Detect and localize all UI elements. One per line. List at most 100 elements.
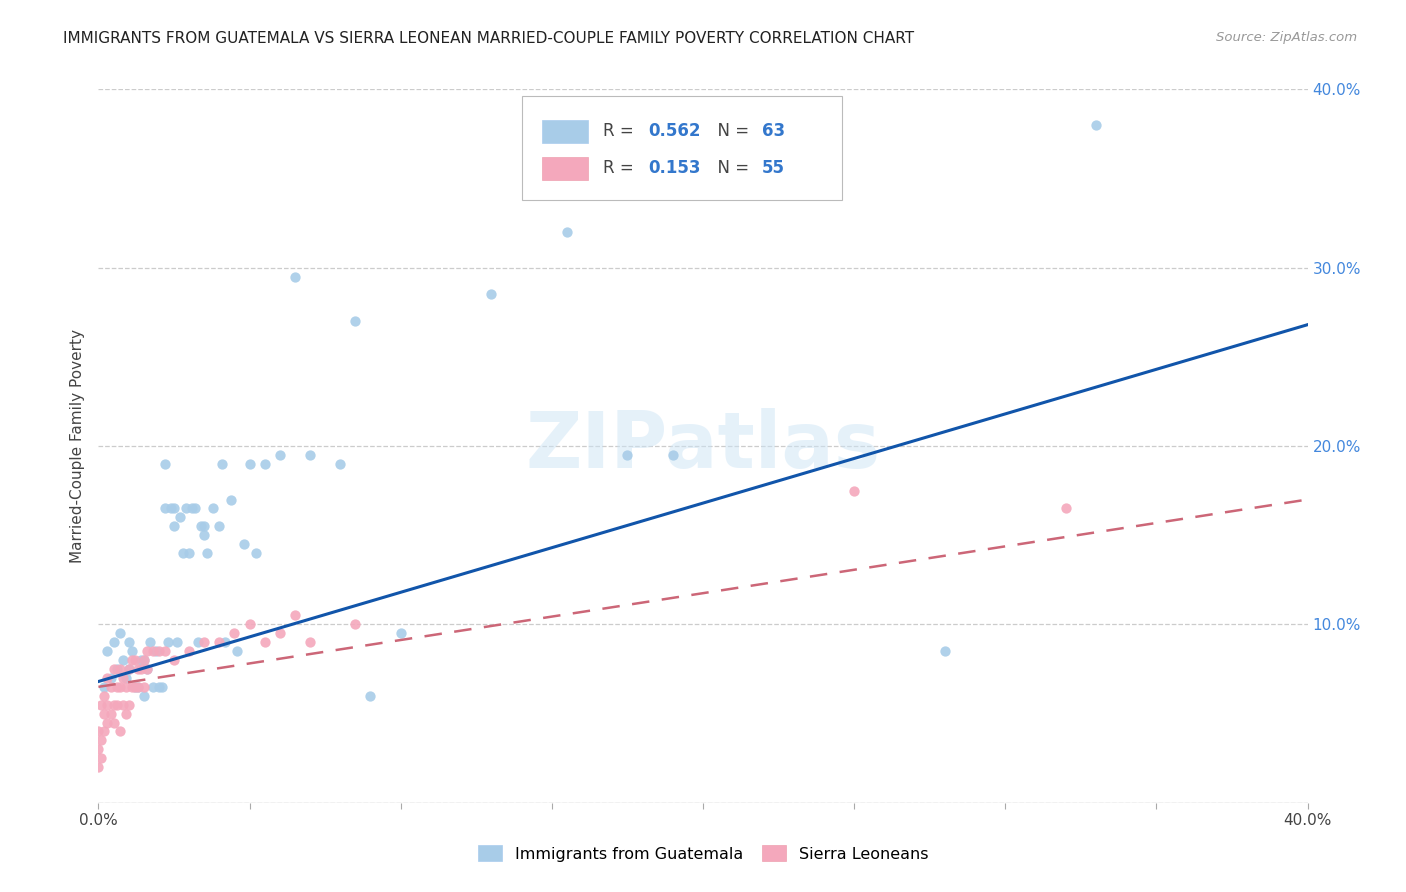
Point: [329, 457, 352, 471]
Point: [127, 680, 149, 694]
Point: [87, 724, 110, 739]
FancyBboxPatch shape: [543, 157, 588, 180]
Point: [105, 680, 128, 694]
Point: [269, 626, 291, 640]
Point: [114, 706, 136, 721]
Point: [127, 680, 149, 694]
Point: [166, 635, 188, 649]
Point: [187, 635, 209, 649]
Point: [179, 546, 201, 560]
Text: IMMIGRANTS FROM GUATEMALA VS SIERRA LEONEAN MARRIED-COUPLE FAMILY POVERTY CORREL: IMMIGRANTS FROM GUATEMALA VS SIERRA LEON…: [63, 31, 914, 46]
Point: [129, 662, 152, 676]
Point: [193, 528, 215, 542]
Point: [114, 680, 136, 694]
Point: [202, 501, 225, 516]
Point: [121, 653, 143, 667]
Point: [211, 457, 233, 471]
Point: [172, 546, 194, 560]
Point: [284, 608, 307, 623]
Point: [93, 689, 115, 703]
FancyBboxPatch shape: [522, 96, 842, 200]
Point: [195, 546, 218, 560]
Point: [87, 742, 110, 756]
Point: [139, 635, 162, 649]
Point: [184, 501, 207, 516]
Point: [245, 546, 267, 560]
Point: [103, 698, 125, 712]
Point: [96, 644, 118, 658]
Point: [108, 724, 131, 739]
Point: [105, 662, 128, 676]
Point: [163, 501, 186, 516]
Point: [153, 644, 176, 658]
Point: [129, 653, 152, 667]
Point: [181, 501, 204, 516]
Point: [93, 724, 115, 739]
Text: N =: N =: [707, 159, 754, 177]
Point: [90, 733, 112, 747]
Point: [163, 653, 186, 667]
Point: [96, 715, 118, 730]
Point: [148, 680, 170, 694]
Point: [555, 225, 578, 239]
Point: [121, 680, 143, 694]
Point: [90, 751, 112, 765]
Point: [389, 626, 412, 640]
Point: [253, 457, 276, 471]
Point: [124, 680, 146, 694]
Point: [93, 706, 115, 721]
Point: [118, 662, 141, 676]
Point: [360, 689, 382, 703]
Point: [148, 644, 170, 658]
Point: [124, 680, 146, 694]
Point: [208, 635, 231, 649]
Point: [111, 653, 134, 667]
Point: [299, 635, 322, 649]
Point: [114, 671, 136, 685]
Text: N =: N =: [707, 121, 754, 139]
Text: 63: 63: [762, 121, 786, 139]
Point: [193, 519, 215, 533]
Point: [108, 680, 131, 694]
Text: R =: R =: [603, 159, 638, 177]
Point: [103, 715, 125, 730]
Point: [190, 519, 212, 533]
Point: [239, 617, 262, 632]
Point: [142, 644, 165, 658]
Point: [344, 314, 367, 328]
Point: [96, 671, 118, 685]
Point: [193, 635, 215, 649]
Text: Source: ZipAtlas.com: Source: ZipAtlas.com: [1216, 31, 1357, 45]
Point: [299, 448, 322, 462]
Point: [160, 501, 183, 516]
Point: [224, 626, 246, 640]
Point: [284, 269, 307, 284]
Point: [253, 635, 276, 649]
Point: [208, 519, 231, 533]
Point: [135, 662, 157, 676]
Point: [1085, 118, 1108, 132]
Point: [142, 680, 165, 694]
Point: [661, 448, 683, 462]
Point: [145, 644, 167, 658]
Point: [132, 689, 155, 703]
Text: 55: 55: [762, 159, 785, 177]
Point: [124, 653, 146, 667]
Point: [132, 653, 155, 667]
Point: [934, 644, 956, 658]
Point: [132, 680, 155, 694]
Y-axis label: Married-Couple Family Poverty: Married-Couple Family Poverty: [69, 329, 84, 563]
Point: [174, 501, 197, 516]
Point: [135, 662, 157, 676]
Point: [108, 626, 131, 640]
Point: [108, 662, 131, 676]
Text: ZIPatlas: ZIPatlas: [526, 408, 880, 484]
FancyBboxPatch shape: [543, 120, 588, 143]
Point: [90, 698, 112, 712]
Point: [221, 492, 243, 507]
Point: [121, 644, 143, 658]
Point: [132, 653, 155, 667]
Point: [481, 287, 503, 301]
Text: 0.562: 0.562: [648, 121, 702, 139]
Point: [118, 662, 141, 676]
